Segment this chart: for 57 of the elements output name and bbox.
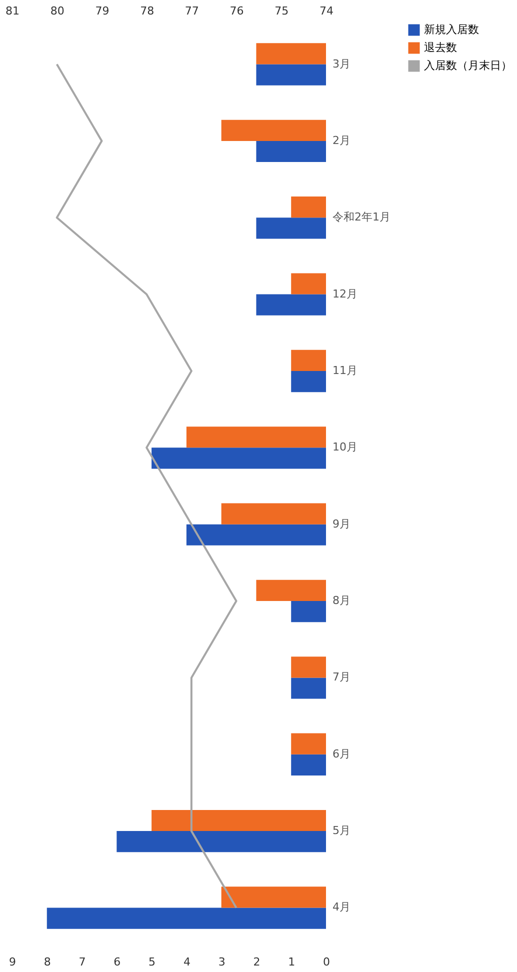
y-tick-label: 3月 — [332, 57, 350, 70]
legend-label: 新規入居数 — [424, 23, 479, 36]
bar — [291, 273, 326, 294]
x2-tick-label: 77 — [184, 4, 199, 18]
x-tick-label: 3 — [218, 956, 226, 968]
bar — [256, 580, 326, 602]
x2-tick-label: 74 — [320, 4, 334, 18]
bar — [291, 754, 326, 776]
bar — [221, 503, 326, 524]
bar — [291, 733, 326, 754]
y-tick-label: 5月 — [332, 824, 350, 838]
y-tick-label: 9月 — [332, 517, 350, 530]
x-tick-label: 8 — [44, 956, 51, 968]
bar — [291, 601, 326, 622]
bar — [152, 448, 326, 469]
y-tick-label: 12月 — [332, 287, 358, 300]
y-tick-label: 令和2年1月 — [332, 210, 390, 224]
bar — [291, 196, 326, 218]
legend-label: 退去数 — [424, 41, 457, 54]
bar — [221, 886, 326, 908]
bar — [152, 810, 326, 832]
x2-tick-label: 81 — [6, 4, 20, 18]
bar — [291, 656, 326, 678]
bar — [256, 64, 326, 86]
x-tick-label: 9 — [9, 956, 16, 968]
bar — [256, 43, 326, 64]
bar — [116, 831, 326, 852]
bar — [291, 350, 326, 371]
x-tick-label: 7 — [78, 956, 86, 968]
x2-tick-label: 78 — [140, 4, 154, 18]
bar — [186, 524, 326, 546]
bar — [256, 218, 326, 239]
bar — [291, 678, 326, 699]
y-tick-label: 11月 — [332, 364, 358, 377]
bar — [256, 140, 326, 162]
x-tick-label: 0 — [323, 956, 330, 968]
y-tick-label: 2月 — [332, 134, 350, 147]
legend-label: 入居数（月末日） — [424, 59, 512, 72]
bar — [256, 294, 326, 316]
y-tick-label: 7月 — [332, 670, 350, 684]
bar — [291, 370, 326, 392]
x2-tick-label: 79 — [95, 4, 110, 18]
y-tick-label: 8月 — [332, 594, 350, 608]
bar — [186, 426, 326, 448]
bar — [221, 120, 326, 141]
x-tick-label: 6 — [114, 956, 121, 968]
bar — [46, 908, 326, 929]
y-tick-label: 10月 — [332, 440, 358, 454]
x2-tick-label: 80 — [50, 4, 64, 18]
x-tick-label: 4 — [183, 956, 190, 968]
y-tick-label: 4月 — [332, 900, 350, 914]
x-tick-label: 1 — [288, 956, 296, 968]
y-tick-label: 6月 — [332, 747, 350, 760]
x-tick-label: 2 — [253, 956, 260, 968]
x-tick-label: 5 — [148, 956, 156, 968]
x2-tick-label: 76 — [230, 4, 244, 18]
x2-tick-label: 75 — [274, 4, 289, 18]
